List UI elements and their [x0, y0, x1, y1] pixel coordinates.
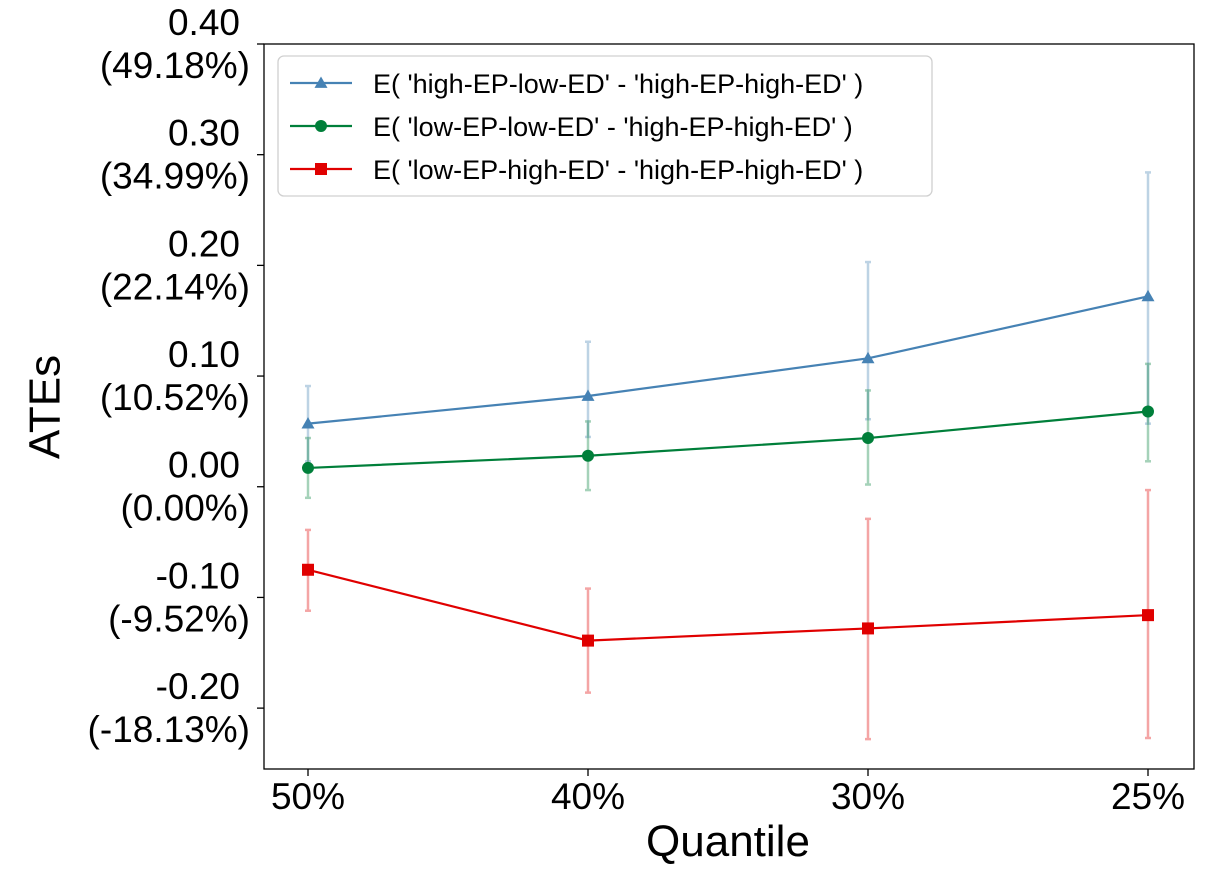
x-tick-label: 50% [271, 776, 345, 817]
error-bar [865, 260, 871, 421]
data-point [302, 563, 314, 576]
y-tick-label: 0.20 [168, 223, 240, 264]
data-point [582, 634, 594, 647]
legend: E( 'high-EP-low-ED' - 'high-EP-high-ED' … [277, 55, 933, 197]
y-tick-sublabel: (34.99%) [100, 156, 250, 197]
y-tick-sublabel: (-9.52%) [108, 598, 250, 639]
x-tick-label: 30% [831, 776, 905, 817]
series-line [307, 295, 1149, 425]
data-point [301, 417, 315, 429]
legend-label: E( 'low-EP-high-ED' - 'high-EP-high-ED' … [373, 155, 863, 185]
y-tick-label: 0.10 [168, 334, 240, 375]
series-lines [307, 295, 1149, 642]
y-tick-sublabel: (-18.13%) [88, 709, 250, 750]
x-axis-label: Quantile [646, 817, 810, 866]
y-tick-sublabel: (10.52%) [100, 377, 250, 418]
data-point [862, 432, 874, 445]
data-point [861, 351, 875, 364]
y-tick-sublabel: (0.00%) [120, 488, 250, 529]
x-tick-label: 40% [551, 776, 625, 817]
y-axis: 0.40(49.18%) 0.30(34.99%) 0.20(22.14%) 0.10… [88, 2, 264, 750]
data-point [1142, 609, 1154, 622]
series-markers [301, 289, 1155, 647]
legend-marker [315, 120, 327, 132]
legend-label: E( 'high-EP-low-ED' - 'high-EP-high-ED' … [373, 69, 863, 99]
y-axis-label: ATEs [21, 355, 70, 459]
data-point [302, 461, 314, 474]
y-tick-sublabel: (49.18%) [100, 45, 250, 86]
x-tick-label: 25% [1111, 776, 1185, 817]
legend-label: E( 'low-EP-low-ED' - 'high-EP-high-ED' ) [373, 112, 853, 142]
y-tick-label: 0.40 [168, 2, 240, 43]
data-point [862, 622, 874, 635]
legend-marker [314, 76, 328, 88]
data-point [581, 389, 595, 401]
x-axis: 50% 40% 30% 25% [271, 769, 1185, 817]
series-line [307, 568, 1149, 642]
data-point [1141, 289, 1155, 302]
error-bars [305, 171, 1151, 741]
y-tick-sublabel: (22.14%) [100, 266, 250, 307]
y-tick-label: -0.10 [156, 555, 240, 596]
plot-frame [263, 43, 1195, 770]
data-point [1142, 405, 1154, 418]
y-tick-label: 0.30 [168, 113, 240, 154]
series-line [307, 410, 1149, 470]
y-tick-label: -0.20 [156, 666, 240, 707]
legend-frame [277, 55, 933, 197]
y-tick-label: 0.00 [168, 445, 240, 486]
error-bar [585, 340, 591, 439]
data-point [582, 449, 594, 462]
legend-marker [315, 163, 327, 175]
